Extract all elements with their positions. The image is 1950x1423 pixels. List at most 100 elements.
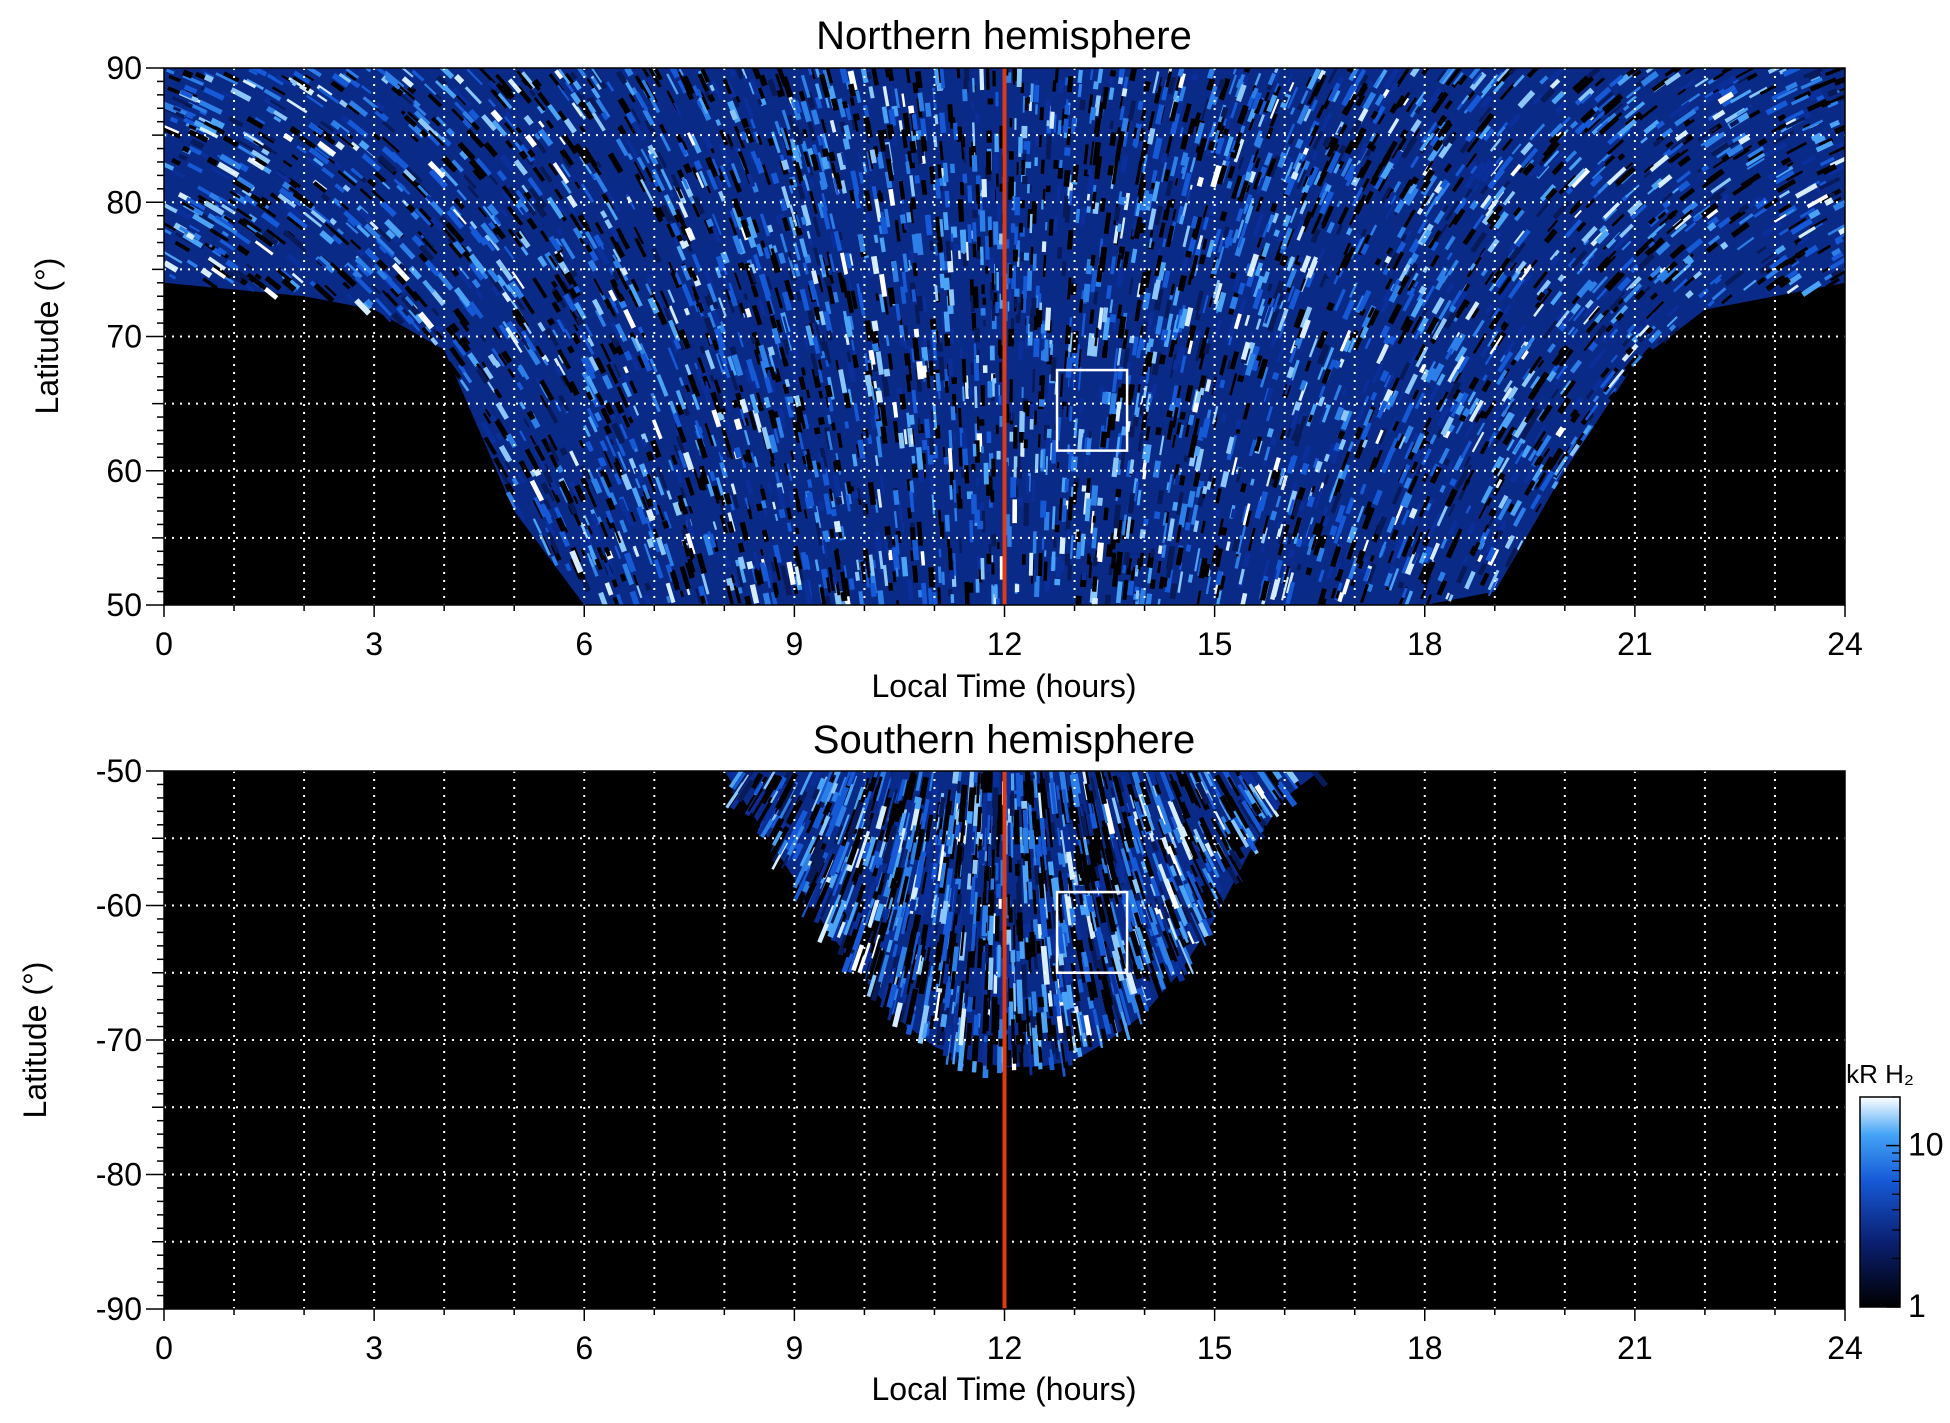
emission-streak (1803, 244, 1819, 258)
emission-streak (1217, 575, 1226, 590)
emission-streak (600, 407, 612, 425)
emission-streak (1404, 187, 1419, 206)
emission-streak (1240, 592, 1248, 605)
emission-streak (891, 492, 895, 503)
emission-streak (848, 578, 855, 591)
emission-streak (410, 134, 419, 143)
emission-streak (548, 235, 562, 252)
emission-streak (539, 379, 555, 402)
emission-streak (1374, 515, 1387, 536)
emission-streak (949, 117, 956, 129)
emission-streak (1174, 159, 1184, 180)
emission-streak (1298, 500, 1306, 512)
emission-streak (979, 210, 986, 232)
emission-streak (803, 509, 808, 519)
emission-streak (1410, 119, 1422, 133)
emission-streak (934, 244, 938, 256)
emission-streak (934, 285, 939, 302)
emission-streak (1799, 207, 1816, 219)
emission-streak (843, 315, 854, 338)
emission-streak (1444, 200, 1461, 222)
emission-streak (1485, 303, 1494, 314)
emission-streak (1067, 496, 1074, 521)
emission-streak (542, 504, 552, 519)
emission-streak (1023, 502, 1030, 526)
emission-streak (902, 112, 911, 137)
emission-streak (1043, 511, 1050, 531)
emission-streak (1813, 222, 1824, 230)
emission-streak (1464, 418, 1477, 438)
emission-streak (372, 228, 380, 236)
emission-streak (1655, 241, 1671, 256)
emission-streak (1436, 428, 1444, 439)
emission-streak (1707, 216, 1720, 228)
emission-streak (916, 295, 924, 312)
emission-streak (1078, 398, 1084, 414)
emission-streak (730, 574, 736, 584)
emission-streak (493, 388, 503, 399)
emission-streak (1264, 446, 1271, 461)
emission-streak (451, 159, 464, 173)
emission-streak (516, 381, 524, 391)
emission-streak (947, 547, 954, 571)
emission-streak (637, 326, 644, 334)
emission-streak (1499, 321, 1510, 332)
emission-streak (700, 68, 711, 84)
emission-streak (1296, 225, 1306, 241)
emission-streak (1539, 183, 1556, 202)
emission-streak (1214, 319, 1222, 338)
emission-streak (1266, 406, 1274, 422)
emission-streak (1223, 136, 1234, 157)
emission-streak (855, 444, 861, 458)
emission-streak (1055, 556, 1062, 578)
emission-streak (782, 383, 790, 394)
emission-streak (1265, 157, 1277, 177)
emission-streak (1679, 79, 1696, 92)
emission-streak (1523, 480, 1536, 496)
emission-streak (1492, 80, 1505, 94)
emission-streak (354, 256, 374, 276)
emission-streak (633, 336, 643, 351)
emission-streak (265, 228, 287, 246)
emission-streak (638, 463, 649, 477)
emission-streak (751, 370, 761, 389)
emission-streak (1657, 337, 1664, 345)
emission-streak (604, 582, 614, 596)
emission-streak (1397, 581, 1405, 589)
emission-streak (1694, 77, 1709, 88)
emission-streak (921, 439, 928, 451)
emission-streak (1363, 501, 1373, 516)
emission-streak (1102, 307, 1109, 323)
emission-streak (1800, 77, 1823, 90)
emission-streak (1434, 274, 1448, 291)
emission-streak (681, 540, 691, 557)
emission-streak (413, 99, 421, 108)
emission-streak (1816, 94, 1825, 102)
emission-streak (1040, 450, 1044, 468)
emission-streak (1295, 538, 1303, 548)
emission-streak (1041, 241, 1047, 253)
emission-streak (711, 409, 722, 428)
emission-streak (1230, 508, 1238, 519)
emission-streak (1232, 68, 1238, 75)
emission-streak (232, 178, 252, 194)
emission-streak (1594, 160, 1606, 173)
emission-streak (1382, 289, 1392, 303)
emission-streak (629, 590, 640, 605)
emission-streak (1206, 68, 1216, 80)
emission-streak (591, 112, 606, 132)
emission-streak (481, 114, 497, 132)
emission-streak (1082, 283, 1091, 303)
emission-streak (908, 259, 913, 270)
emission-streak (1022, 96, 1026, 113)
emission-streak (790, 98, 802, 121)
emission-streak (397, 262, 411, 277)
emission-streak (612, 270, 620, 281)
emission-streak (806, 479, 813, 488)
emission-streak (1418, 285, 1428, 295)
emission-streak (605, 510, 614, 524)
emission-streak (514, 189, 527, 203)
emission-streak (814, 96, 823, 109)
emission-streak (711, 213, 722, 236)
